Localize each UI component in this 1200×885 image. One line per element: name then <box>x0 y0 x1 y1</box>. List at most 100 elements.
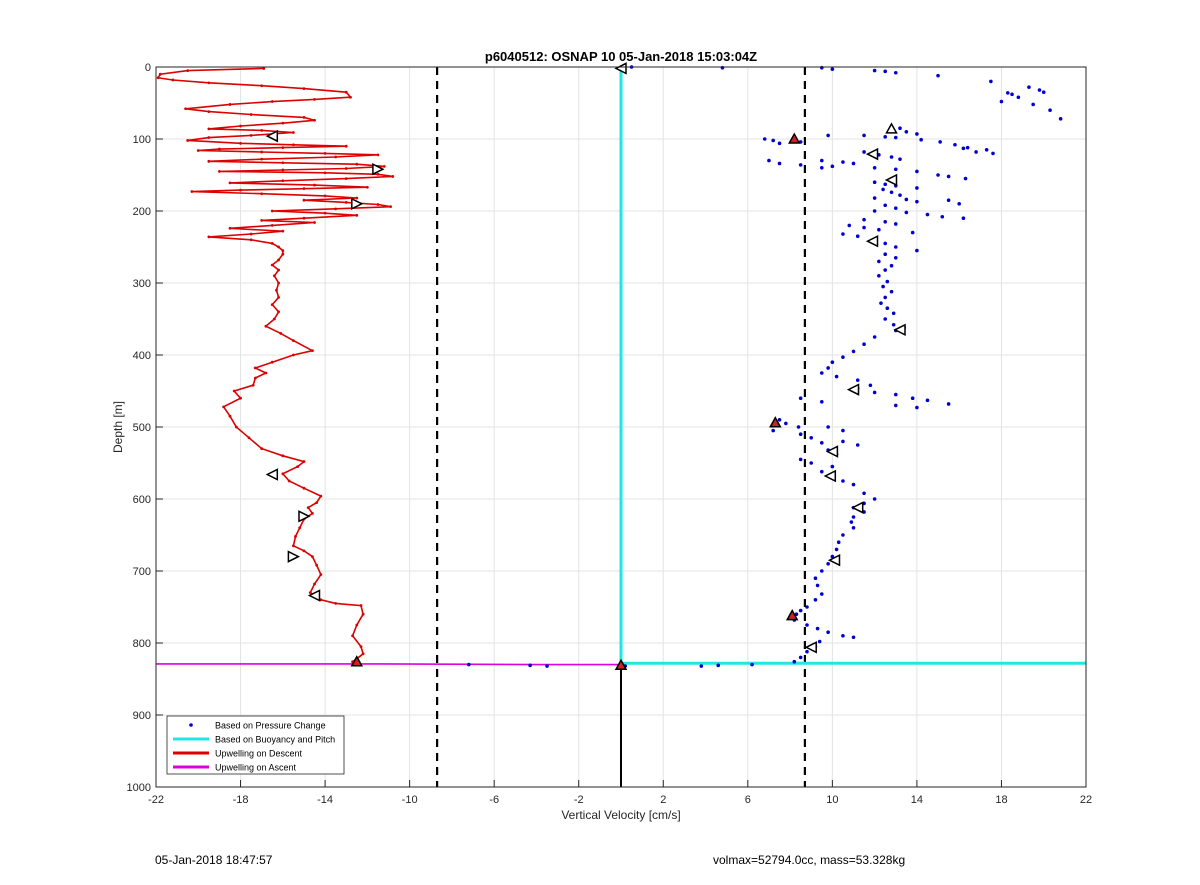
descent-point <box>291 131 295 134</box>
pressure-change-point <box>841 533 845 537</box>
pressure-change-point <box>798 608 803 613</box>
profile-marker <box>823 469 837 483</box>
descent-point <box>294 535 297 538</box>
pressure-change-point <box>836 540 841 544</box>
y-tick-label: 0 <box>145 62 151 74</box>
pressure-change-point <box>889 289 894 294</box>
pressure-change-point <box>910 230 915 235</box>
pressure-change-point <box>830 360 835 365</box>
descent-point <box>279 332 283 335</box>
pressure-change-point <box>750 662 754 667</box>
pressure-change-point <box>893 245 898 249</box>
descent-point <box>291 353 295 357</box>
chart-title: p6040512: OSNAP 10 05-Jan-2018 15:03:04Z <box>485 49 757 64</box>
pressure-change-point <box>767 158 771 163</box>
pressure-change-point <box>826 366 830 370</box>
legend-entry-label: Upwelling on Ascent <box>215 763 297 773</box>
descent-point <box>298 526 302 530</box>
descent-point <box>260 150 264 154</box>
descent-point <box>359 645 363 648</box>
pressure-change-point <box>819 166 824 170</box>
pressure-change-point <box>893 222 898 226</box>
descent-point <box>207 110 211 114</box>
pressure-change-point <box>813 598 818 602</box>
x-tick-label: 18 <box>995 794 1007 806</box>
y-tick-label: 1000 <box>127 782 151 794</box>
descent-point <box>190 190 194 193</box>
pressure-change-point <box>798 655 803 660</box>
descent-point <box>277 268 280 272</box>
descent-point <box>361 612 365 616</box>
descent-point <box>260 192 264 196</box>
y-tick-label: 700 <box>133 566 151 578</box>
descent-point <box>391 175 395 178</box>
pressure-change-point <box>771 138 775 143</box>
pressure-change-point <box>893 403 898 408</box>
descent-point <box>376 153 380 157</box>
descent-point <box>196 149 200 152</box>
descent-point <box>302 549 306 553</box>
descent-point <box>302 87 306 90</box>
pressure-change-point <box>855 234 860 238</box>
descent-point <box>228 226 232 230</box>
descent-point <box>277 310 280 314</box>
pressure-change-point <box>819 592 824 596</box>
descent-point <box>323 194 327 198</box>
pressure-change-point <box>872 180 877 184</box>
descent-point <box>264 371 268 375</box>
pressure-change-point <box>883 268 888 272</box>
pressure-change-point <box>830 464 835 469</box>
descent-point <box>344 90 348 94</box>
y-tick-label: 800 <box>133 638 151 650</box>
descent-point <box>302 187 306 191</box>
pressure-change-point <box>851 526 856 530</box>
pressure-change-point <box>925 212 930 217</box>
upwelling-on-ascent-line <box>156 663 621 666</box>
pressure-change-point <box>777 161 782 166</box>
pressure-change-point <box>841 479 845 483</box>
pressure-change-point <box>872 390 877 395</box>
pressure-change-point <box>862 150 866 154</box>
pressure-change-point <box>819 158 824 163</box>
descent-point <box>272 317 276 321</box>
descent-point <box>270 242 274 245</box>
descent-point <box>376 203 380 206</box>
pressure-change-point <box>915 169 919 174</box>
markers <box>265 62 906 671</box>
descent-point <box>251 383 255 387</box>
pressure-change-point <box>467 662 471 667</box>
descent-point <box>281 146 285 150</box>
pressure-change-point <box>784 421 788 426</box>
descent-point <box>355 196 359 200</box>
pressure-change-point <box>855 378 860 383</box>
pressure-change-point <box>830 164 835 169</box>
profile-marker <box>785 609 799 621</box>
pressure-change-point <box>904 197 909 202</box>
x-tick-label: 10 <box>826 794 838 806</box>
pressure-change-point <box>834 547 839 552</box>
pressure-change-point <box>904 130 909 134</box>
descent-point <box>315 563 319 567</box>
y-tick-label: 500 <box>133 422 151 434</box>
x-tick-label: -22 <box>148 794 164 806</box>
descent-point <box>270 360 274 364</box>
descent-point <box>281 252 285 256</box>
descent-point <box>228 103 232 106</box>
pressure-change-point <box>819 371 824 375</box>
descent-point <box>323 211 327 215</box>
descent-point <box>207 127 211 131</box>
pressure-change-point <box>889 263 894 268</box>
profile-marker <box>827 553 841 567</box>
pressure-change-point <box>699 664 704 668</box>
descent-point <box>249 232 253 236</box>
descent-point <box>291 339 295 342</box>
descent-point <box>270 303 274 306</box>
x-axis-label: Vertical Velocity [cm/s] <box>561 808 680 822</box>
descent-point <box>313 582 316 586</box>
pressure-change-point <box>528 663 532 668</box>
pressure-change-point <box>805 623 809 627</box>
profile-marker <box>372 162 385 176</box>
profile-marker <box>307 589 321 602</box>
pressure-change-point <box>915 405 919 410</box>
pressure-change-point <box>915 186 919 190</box>
